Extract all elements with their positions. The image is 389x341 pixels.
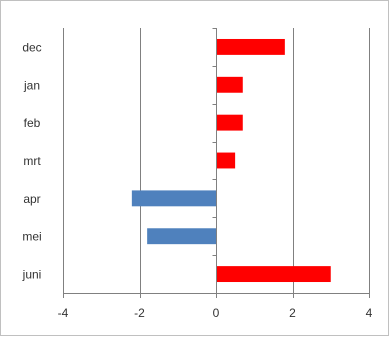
x-tick-label-2: 0 <box>213 306 220 320</box>
category-label-mei: mei <box>22 230 41 244</box>
category-label-jan: jan <box>23 78 40 92</box>
labels: dec jan feb mrt apr mei juni -4 -2 0 2 4 <box>22 40 373 320</box>
bar-feb <box>216 114 243 131</box>
category-label-juni: juni <box>22 268 42 282</box>
axes <box>63 28 370 298</box>
bar-apr <box>131 190 216 207</box>
x-tick-label-3: 2 <box>289 306 296 320</box>
gridlines <box>63 28 370 293</box>
bar-juni <box>216 266 331 283</box>
category-label-feb: feb <box>24 116 41 130</box>
category-label-dec: dec <box>22 40 41 54</box>
x-tick-label-0: -4 <box>58 306 69 320</box>
bars <box>131 38 331 283</box>
x-tick-label-4: 4 <box>366 306 373 320</box>
bar-jan <box>216 76 243 93</box>
category-label-apr: apr <box>23 192 40 206</box>
bar-mrt <box>216 152 236 169</box>
category-label-mrt: mrt <box>23 154 41 168</box>
x-tick-label-1: -2 <box>134 306 145 320</box>
bar-mei <box>147 228 216 245</box>
bar-dec <box>216 38 285 55</box>
